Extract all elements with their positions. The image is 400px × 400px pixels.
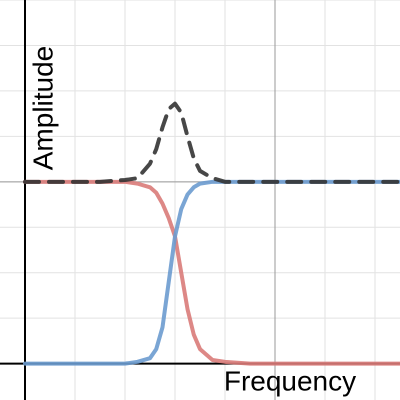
x-axis-label: Frequency xyxy=(224,365,356,396)
plot-area xyxy=(23,101,400,366)
y-axis-label: Amplitude xyxy=(27,46,58,171)
line-series xyxy=(23,101,400,184)
